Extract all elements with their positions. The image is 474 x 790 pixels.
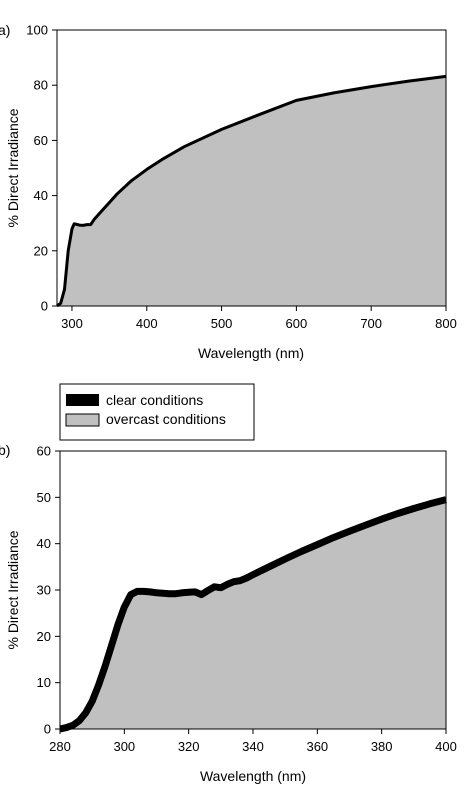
y-tick-label: 60 [34,133,48,148]
panel-b-overcast-area [60,499,446,729]
y-tick-label: 50 [37,490,51,505]
legend-clear-label: clear conditions [106,392,203,408]
y-tick-label: 40 [37,536,51,551]
legend-clear-swatch [66,394,99,406]
legend-overcast-swatch [65,413,100,427]
panel-a-y-axis-title: % Direct Irradiance [5,108,21,227]
x-tick-label: 280 [49,739,71,754]
panel-a-label: a) [0,22,10,38]
x-tick-label: 320 [178,739,200,754]
x-tick-label: 300 [113,739,135,754]
y-tick-label: 0 [44,722,51,737]
y-tick-label: 20 [37,629,51,644]
x-tick-label: 300 [61,316,83,331]
x-tick-label: 400 [435,739,457,754]
legend-overcast-label: overcast conditions [106,411,226,427]
x-tick-label: 600 [286,316,308,331]
x-tick-label: 380 [371,739,393,754]
panel-a-plot-frame [56,29,447,307]
x-tick-label: 340 [242,739,264,754]
y-tick-label: 80 [34,78,48,93]
panel-b-clear-line [59,496,447,733]
y-tick-label: 30 [37,583,51,598]
x-tick-label: 500 [211,316,233,331]
y-tick-label: 0 [41,299,48,314]
legend-frame [59,383,255,441]
y-tick-label: 10 [37,675,51,690]
panel-a-y-axis: 0 20 40 60 80 100 [26,23,57,314]
panel-b: b) 0 10 20 30 40 50 60 280 300 320 340 360 380 400 %… [0,442,457,784]
panel-a: a) 0 20 40 60 80 100 300 400 500 600 700 800 % Dir… [0,22,457,361]
panel-a-x-axis-title: Wavelength (nm) [198,345,304,361]
y-tick-label: 40 [34,188,48,203]
x-tick-label: 360 [306,739,328,754]
panel-b-x-axis-title: Wavelength (nm) [200,768,306,784]
x-tick-label: 700 [360,316,382,331]
panel-b-x-axis: 280 300 320 340 360 380 400 [49,729,457,754]
y-tick-label: 100 [26,23,48,38]
x-tick-label: 400 [136,316,158,331]
x-tick-label: 800 [435,316,457,331]
panel-a-clear-line [56,74,447,308]
panel-b-label: b) [0,442,10,458]
y-tick-label: 20 [34,243,48,258]
panel-a-overcast-area [57,76,446,307]
y-tick-label: 60 [37,444,51,459]
legend: clear conditions overcast conditions [59,383,255,441]
panel-a-x-axis: 300 400 500 600 700 800 [61,306,457,331]
panel-b-y-axis-title: % Direct Irradiance [5,530,21,649]
panel-b-y-axis: 0 10 20 30 40 50 60 [37,444,60,737]
